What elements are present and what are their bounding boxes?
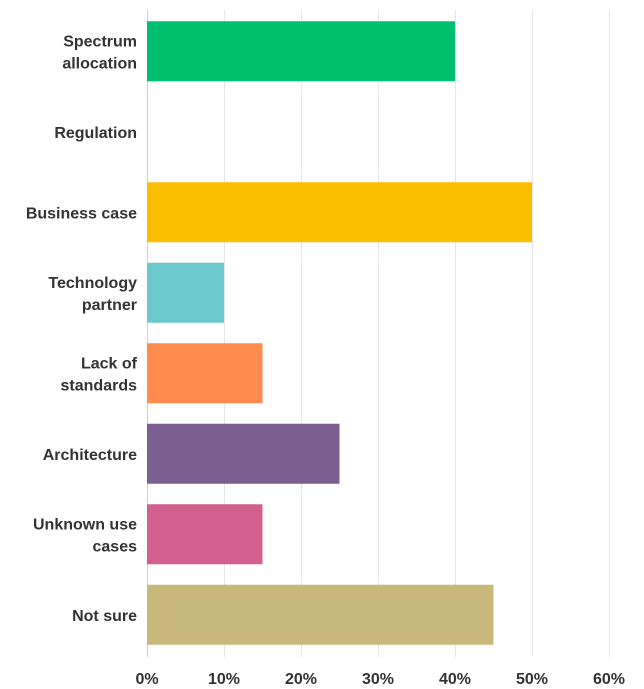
x-tick-label: 40% — [439, 671, 471, 688]
bar — [147, 584, 494, 645]
x-tick-label: 10% — [208, 671, 240, 688]
gridlines — [147, 10, 610, 657]
category-label: Unknown use cases — [33, 516, 137, 555]
bar — [147, 423, 340, 484]
x-tick-label: 20% — [285, 671, 317, 688]
category-label: Not sure — [72, 608, 137, 625]
category-label: Architecture — [43, 447, 137, 464]
category-label: Spectrum allocation — [62, 33, 137, 72]
bar — [147, 262, 224, 323]
x-tick-label: 60% — [593, 671, 625, 688]
x-tick-label: 50% — [516, 671, 548, 688]
bar — [147, 21, 455, 82]
bar — [147, 182, 532, 243]
x-tick-label: 30% — [362, 671, 394, 688]
category-label: Technology partner — [48, 275, 137, 314]
bar — [147, 343, 263, 404]
x-tick-label: 0% — [135, 671, 158, 688]
bars — [147, 21, 532, 645]
x-axis-ticks: 0% 10% 20% 30% 40% 50% 60% — [135, 671, 625, 688]
bar — [147, 504, 263, 565]
category-label: Regulation — [54, 125, 137, 142]
category-labels: Spectrum allocation Regulation Business cas… — [26, 33, 138, 625]
category-label: Lack of standards — [61, 355, 138, 394]
category-label: Business case — [26, 205, 137, 222]
